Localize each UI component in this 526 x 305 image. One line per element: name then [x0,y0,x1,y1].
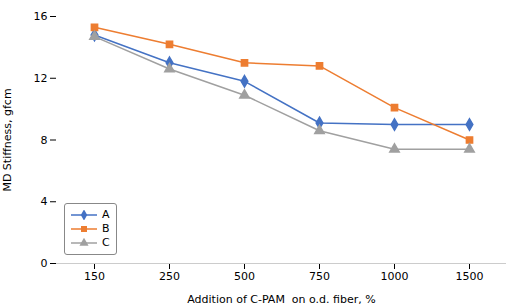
html-text:C: C [102,236,110,249]
svg-text:8: 8 [41,134,48,147]
svg-text:500: 500 [234,270,255,283]
svg-text:0: 0 [41,257,48,270]
svg-text:750: 750 [309,270,330,283]
html-text:A: A [102,208,110,221]
html-text:B: B [102,222,110,235]
svg-text:Addition of C-PAM on o.d. fib: Addition of C-PAM on o.d. fiber, % [187,293,375,305]
svg-text:4: 4 [41,195,48,208]
svg-text:1000: 1000 [381,270,409,283]
svg-text:150: 150 [84,270,105,283]
svg-text:1500: 1500 [456,270,484,283]
svg-text:250: 250 [159,270,180,283]
svg-text:12: 12 [34,72,48,85]
svg-text:MD Stiffness, gfcm: MD Stiffness, gfcm [1,88,14,191]
svg-text:16: 16 [34,10,48,23]
